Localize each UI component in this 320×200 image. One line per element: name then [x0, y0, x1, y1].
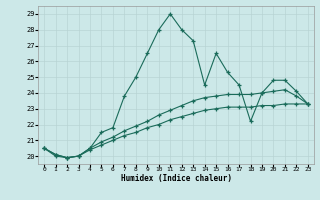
X-axis label: Humidex (Indice chaleur): Humidex (Indice chaleur) [121, 174, 231, 183]
